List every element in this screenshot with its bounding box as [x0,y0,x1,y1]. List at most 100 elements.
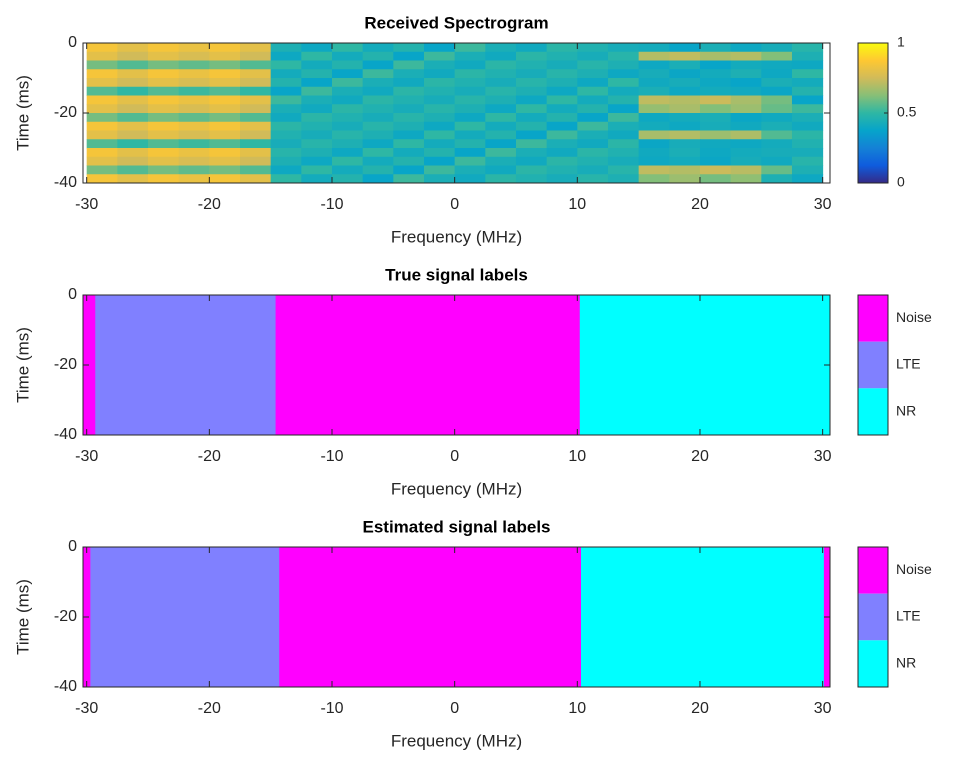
heatmap-cell [515,174,548,183]
heatmap-cell [362,104,394,114]
heatmap-cell [209,69,241,79]
heatmap-cell [301,60,333,70]
heatmap-cell [577,139,609,149]
heatmap-cell [148,113,180,123]
heatmap-cell [669,78,701,88]
heatmap-cell [86,130,118,140]
heatmap-cell [362,69,394,79]
heatmap-cell [393,60,425,70]
heatmap-cell [546,121,578,131]
x-tick-label: 10 [568,196,586,213]
heatmap-cell [301,43,333,53]
heatmap-cell [301,130,333,140]
heatmap-cell [117,121,149,131]
colorbar-label: Noise [896,309,932,325]
heatmap-cell [669,104,701,114]
heatmap-cell [393,130,425,140]
x-tick-label: -10 [320,196,343,213]
heatmap-cell [240,156,272,166]
heatmap-cell [546,156,578,166]
heatmap-cell [699,51,732,61]
heatmap-cell [485,60,517,70]
heatmap-cell [638,51,670,61]
colorbar-swatch [858,341,888,389]
heatmap-cell [761,43,793,53]
heatmap-cell [669,156,701,166]
heatmap-cell [240,43,272,53]
heatmap-cell [546,174,578,183]
heatmap-cell [515,121,548,131]
heatmap-cell [638,43,670,53]
heatmap-cell [332,86,364,96]
heatmap-cell [607,95,640,105]
heatmap-cell [730,95,762,105]
heatmap-cell [393,104,425,114]
heatmap-cell [332,113,364,123]
heatmap-cell [669,69,701,79]
heatmap-cell [209,78,241,88]
heatmap-cell [148,78,180,88]
heatmap-cell [332,165,364,175]
heatmap-cell [730,156,762,166]
heatmap-cell [454,148,486,158]
heatmap-cell [454,95,486,105]
heatmap-cell [454,51,486,61]
colorbar-label: Noise [896,561,932,577]
heatmap-cell [148,148,180,158]
heatmap-cell [148,104,180,114]
heatmap-cell [362,78,394,88]
heatmap-cell [301,95,333,105]
heatmap-cell [577,78,609,88]
heatmap-cell [86,69,118,79]
heatmap-cell [699,121,732,131]
heatmap-cell [209,113,241,123]
heatmap-cell [515,104,548,114]
heatmap-cell [515,60,548,70]
heatmap-cell [393,43,425,53]
label-segment [83,295,96,435]
colorbar-frame [857,294,889,436]
heatmap-cell [270,174,302,183]
heatmap-cell [699,156,732,166]
heatmap-cell [332,60,364,70]
heatmap-cell [240,78,272,88]
heatmap-cell [362,139,394,149]
heatmap-cell [362,60,394,70]
heatmap-cell [423,130,456,140]
heatmap-cell [423,43,456,53]
y-tick-label: -20 [54,104,77,121]
heatmap-cell [485,139,517,149]
heatmap-cell [332,174,364,183]
heatmap-cell [730,86,762,96]
heatmap-cell [454,130,486,140]
heatmap-cell [86,95,118,105]
heatmap-cell [362,148,394,158]
heatmap-cell [761,156,793,166]
heatmap-cell [332,148,364,158]
heatmap-cell [515,78,548,88]
colorbar-tick-label: 0 [897,174,905,190]
heatmap-cell [515,130,548,140]
heatmap-cell [148,43,180,53]
x-tick-label: 0 [450,448,459,465]
heatmap-cell [301,78,333,88]
heatmap-cell [148,95,180,105]
heatmap-cell [423,51,456,61]
heatmap-cell [178,60,210,70]
heatmap-cell [270,43,302,53]
heatmap-cell [791,113,824,123]
heatmap-cell [730,60,762,70]
colorbar-frame [857,546,889,688]
heatmap-cell [117,148,149,158]
heatmap-cell [607,121,640,131]
heatmap-cell [730,130,762,140]
heatmap-cell [577,148,609,158]
heatmap-cell [791,174,824,183]
heatmap-cell [209,43,241,53]
heatmap-cell [117,104,149,114]
heatmap-cell [485,43,517,53]
heatmap-cell [485,51,517,61]
heatmap-cell [761,121,793,131]
heatmap-cell [761,60,793,70]
heatmap-cell [240,139,272,149]
